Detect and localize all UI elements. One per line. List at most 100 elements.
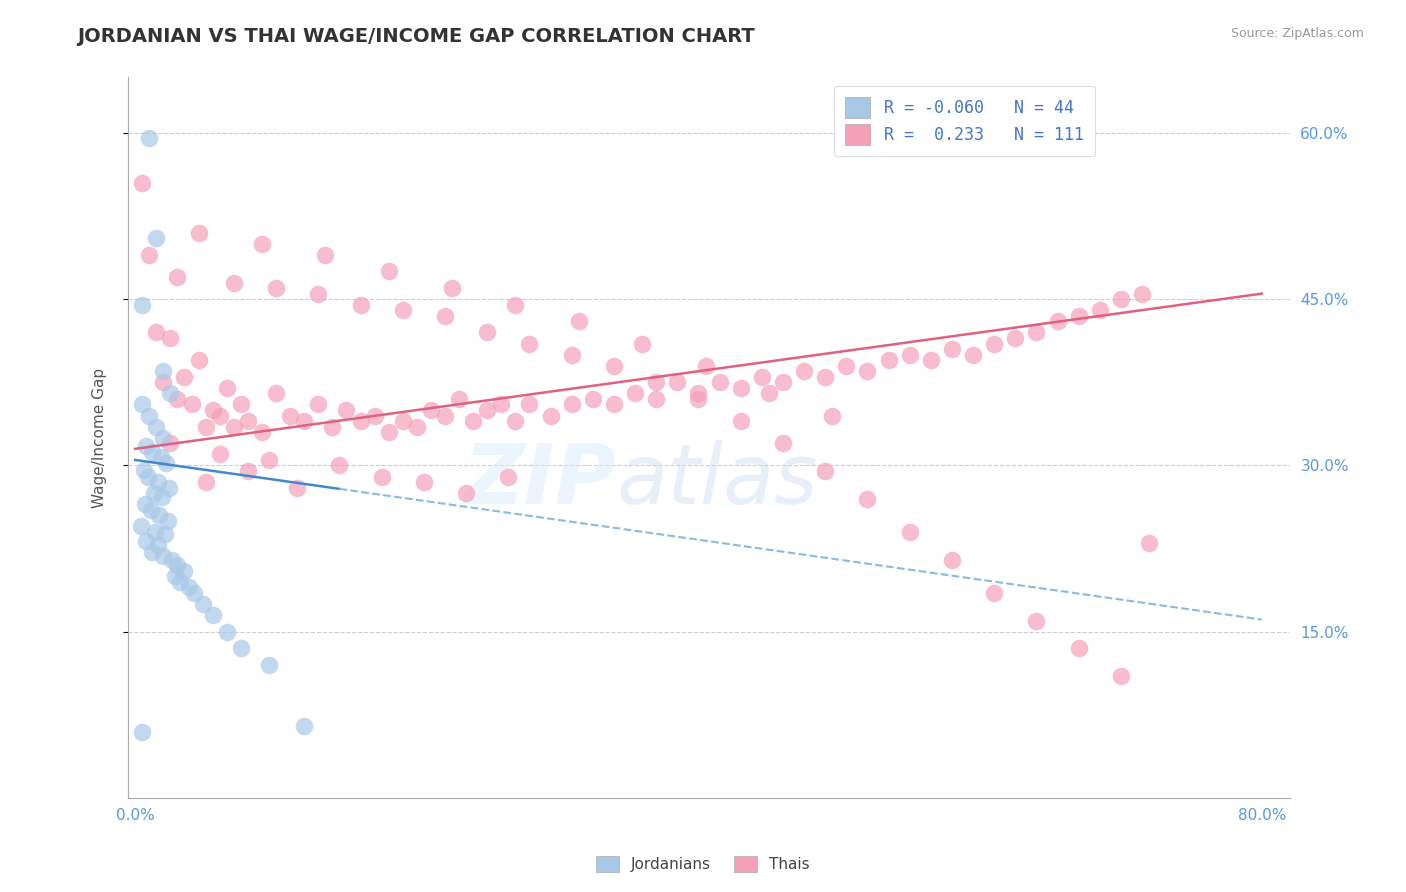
Point (321, 419, 343, 434)
Point (603, 359, 626, 373)
Point (153, 527, 176, 541)
Point (941, 552, 963, 566)
Point (135, 438, 157, 452)
Point (568, 314, 591, 328)
Point (688, 392, 710, 406)
Point (1046, 314, 1069, 328)
Point (169, 574, 191, 589)
Point (856, 364, 879, 378)
Point (412, 475, 434, 489)
Point (141, 545, 163, 559)
Point (222, 276, 245, 290)
Point (157, 481, 180, 495)
Point (1025, 326, 1047, 340)
Y-axis label: Wage/Income Gap: Wage/Income Gap (93, 368, 107, 508)
Point (149, 450, 172, 464)
Point (159, 331, 181, 345)
Point (758, 386, 780, 401)
Point (1109, 669, 1132, 683)
Point (456, 486, 478, 500)
Point (1137, 536, 1160, 550)
Point (491, 397, 513, 411)
Point (201, 403, 224, 417)
Point (201, 608, 224, 623)
Point (434, 409, 457, 423)
Point (449, 392, 471, 406)
Point (983, 336, 1005, 351)
Point (292, 414, 315, 428)
Point (645, 376, 668, 390)
Point (160, 552, 183, 566)
Point (257, 658, 280, 673)
Point (519, 397, 541, 411)
Point (477, 326, 499, 340)
Point (152, 376, 174, 390)
Point (229, 641, 252, 656)
Point (405, 419, 427, 434)
Point (307, 397, 329, 411)
Point (835, 359, 858, 373)
Point (150, 490, 173, 504)
Point (434, 309, 457, 323)
Point (264, 386, 287, 401)
Point (391, 414, 413, 428)
Point (730, 414, 752, 428)
Point (180, 397, 202, 411)
Point (1025, 614, 1047, 628)
Point (138, 131, 160, 145)
Point (236, 414, 259, 428)
Point (135, 533, 157, 548)
Point (194, 419, 217, 434)
Point (163, 569, 186, 583)
Point (138, 248, 160, 262)
Point (328, 458, 350, 473)
Point (983, 586, 1005, 600)
Text: ZIP: ZIP (464, 441, 616, 522)
Point (278, 409, 301, 423)
Point (132, 463, 155, 477)
Point (292, 719, 315, 733)
Point (561, 348, 583, 362)
Point (391, 303, 413, 318)
Point (814, 464, 837, 478)
Point (173, 564, 195, 578)
Point (463, 414, 485, 428)
Point (877, 353, 900, 368)
Point (129, 519, 152, 533)
Point (349, 298, 371, 312)
Point (250, 236, 273, 251)
Point (730, 381, 752, 395)
Point (187, 226, 209, 240)
Point (159, 386, 181, 401)
Point (821, 409, 844, 423)
Point (159, 436, 181, 450)
Point (141, 445, 163, 459)
Point (1088, 303, 1111, 318)
Point (131, 724, 153, 739)
Point (138, 409, 160, 423)
Point (166, 392, 188, 406)
Point (131, 397, 153, 411)
Point (143, 524, 166, 539)
Point (145, 326, 167, 340)
Point (236, 464, 259, 478)
Point (314, 248, 336, 262)
Text: JORDANIAN VS THAI WAGE/INCOME GAP CORRELATION CHART: JORDANIAN VS THAI WAGE/INCOME GAP CORREL… (77, 27, 755, 45)
Point (152, 364, 174, 378)
Point (898, 524, 921, 539)
Point (419, 403, 441, 417)
Point (215, 624, 238, 639)
Point (349, 414, 371, 428)
Point (166, 558, 188, 573)
Point (1067, 309, 1090, 323)
Point (136, 469, 159, 483)
Point (772, 376, 794, 390)
Point (751, 369, 773, 384)
Point (941, 342, 963, 356)
Point (1067, 641, 1090, 656)
Point (173, 369, 195, 384)
Point (540, 409, 562, 423)
Point (156, 514, 179, 528)
Text: atlas: atlas (616, 441, 818, 522)
Point (582, 392, 605, 406)
